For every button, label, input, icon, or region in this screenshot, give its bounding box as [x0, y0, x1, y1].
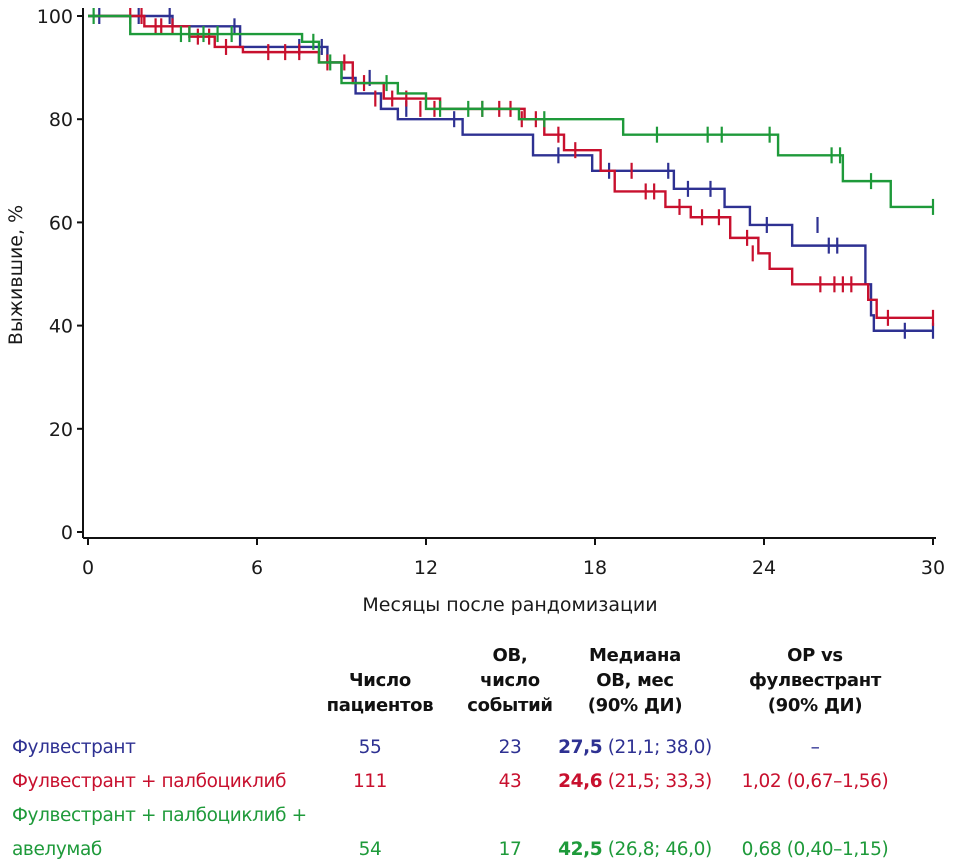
x-tick-label: 6: [251, 557, 263, 579]
header-hr-line2: фулвестрант: [748, 670, 882, 691]
series-2: [88, 8, 935, 215]
header-median-line1: Медиана: [589, 645, 681, 666]
median-value: 27,5: [558, 737, 603, 758]
median-ci: (21,5; 33,3): [607, 771, 713, 792]
median-ci: (26,8; 46,0): [607, 839, 713, 860]
km-chart: 0 20 40 60 80 100 0 6 12 18 24 30 Месяцы после ран…: [5, 6, 945, 616]
header-events-line1: ОВ,: [492, 645, 528, 666]
survival-curves: [88, 8, 935, 339]
median-cell: 27,5 (21,1; 38,0): [545, 737, 725, 758]
row-label: Фулвестрант + палбоциклиб: [12, 771, 287, 792]
median-ci: (21,1; 38,0): [607, 737, 713, 758]
median-cell: 42,5 (26,8; 46,0): [545, 839, 725, 860]
header-median: Медиана ОВ, мес (90% ДИ): [555, 643, 715, 718]
x-tick-label: 24: [752, 557, 776, 579]
header-events-line3: событий: [467, 695, 553, 716]
y-tick-label: 100: [37, 6, 73, 28]
row-label-line1: Фулвестрант + палбоциклиб +: [12, 805, 307, 826]
header-hr-line3: (90% ДИ): [767, 695, 863, 716]
patients-cell: 55: [358, 737, 382, 758]
x-tick-label: 30: [921, 557, 945, 579]
header-hr: ОР vs фулвестрант (90% ДИ): [725, 643, 905, 718]
x-axis-title: Месяцы после рандомизации: [362, 594, 657, 616]
survival-curve: [88, 14, 933, 320]
hr-cell: 0,68 (0,40–1,15): [741, 839, 889, 860]
events-cell: 43: [498, 771, 522, 792]
row-label: Фулвестрант: [12, 737, 136, 758]
events-cell: 23: [498, 737, 522, 758]
axes: [82, 8, 936, 539]
patients-cell: 111: [352, 771, 388, 792]
median-value: 42,5: [558, 839, 603, 860]
patients-cell: 54: [358, 839, 382, 860]
x-tick-label: 0: [82, 557, 94, 579]
median-cell: 24,6 (21,5; 33,3): [545, 771, 725, 792]
events-cell: 17: [498, 839, 522, 860]
y-tick-label: 0: [61, 522, 73, 544]
header-hr-line1: ОР vs: [787, 645, 843, 666]
header-patients-line2: пациентов: [326, 695, 434, 716]
hr-cell: 1,02 (0,67–1,56): [741, 771, 889, 792]
header-median-line3: (90% ДИ): [587, 695, 683, 716]
y-tick-label: 80: [49, 109, 73, 131]
row-label-line2: авелумаб: [12, 839, 102, 860]
header-patients-line1: Число: [349, 670, 411, 691]
header-events: ОВ, число событий: [440, 643, 580, 718]
hr-cell: –: [810, 737, 820, 758]
y-ticks: 0 20 40 60 80 100: [37, 6, 83, 544]
y-tick-label: 40: [49, 316, 73, 338]
y-tick-label: 20: [49, 419, 73, 441]
header-median-line2: ОВ, мес: [596, 670, 674, 691]
header-events-line2: число: [480, 670, 540, 691]
header-patients: Число пациентов: [300, 668, 460, 718]
median-value: 24,6: [558, 771, 603, 792]
y-axis-title: Выжившие, %: [5, 205, 27, 345]
x-ticks: 0 6 12 18 24 30: [82, 538, 945, 579]
survival-curve: [88, 14, 933, 209]
x-tick-label: 18: [583, 557, 607, 579]
x-tick-label: 12: [414, 557, 438, 579]
y-tick-label: 60: [49, 212, 73, 234]
